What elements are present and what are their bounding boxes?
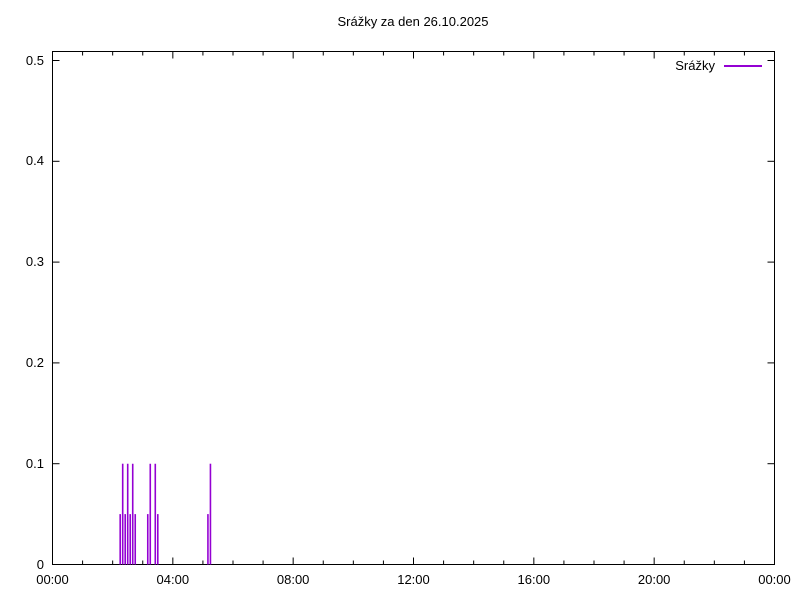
plot-border xyxy=(52,51,775,565)
x-tick-label: 00:00 xyxy=(758,572,791,587)
x-tick-label: 04:00 xyxy=(156,572,190,587)
x-tick-label: 00:00 xyxy=(36,572,69,587)
y-tick-label: 0.1 xyxy=(25,455,44,471)
y-tick-label: 0 xyxy=(36,556,44,572)
x-tick-label: 08:00 xyxy=(276,572,310,587)
legend-line-swatch xyxy=(724,65,762,67)
x-tick-label: 16:00 xyxy=(517,572,551,587)
y-tick-label: 0.2 xyxy=(25,354,44,370)
y-tick-label: 0.4 xyxy=(25,153,44,169)
legend: Srážky xyxy=(675,58,762,74)
y-tick-label: 0.3 xyxy=(25,254,44,270)
legend-label: Srážky xyxy=(675,58,715,73)
chart-title: Srážky za den 26.10.2025 xyxy=(337,14,489,29)
x-tick-label: 12:00 xyxy=(397,572,430,587)
x-tick-label: 20:00 xyxy=(637,572,671,587)
y-tick-label: 0.5 xyxy=(25,52,44,68)
